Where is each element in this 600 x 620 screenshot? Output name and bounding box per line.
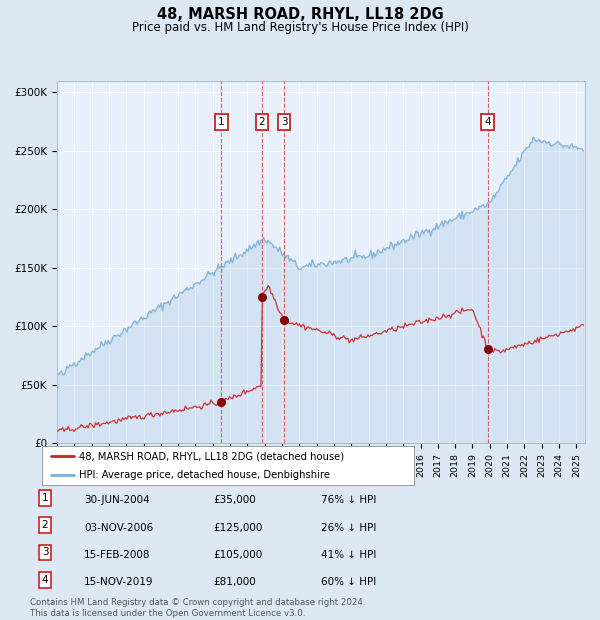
Text: 48, MARSH ROAD, RHYL, LL18 2DG: 48, MARSH ROAD, RHYL, LL18 2DG xyxy=(157,7,443,22)
Text: 03-NOV-2006: 03-NOV-2006 xyxy=(84,523,153,533)
Text: £125,000: £125,000 xyxy=(213,523,262,533)
Text: 15-NOV-2019: 15-NOV-2019 xyxy=(84,577,154,587)
Text: £105,000: £105,000 xyxy=(213,550,262,560)
Text: Price paid vs. HM Land Registry's House Price Index (HPI): Price paid vs. HM Land Registry's House … xyxy=(131,21,469,34)
Text: 48, MARSH ROAD, RHYL, LL18 2DG (detached house): 48, MARSH ROAD, RHYL, LL18 2DG (detached… xyxy=(79,451,344,461)
Text: 1: 1 xyxy=(41,493,49,503)
Text: HPI: Average price, detached house, Denbighshire: HPI: Average price, detached house, Denb… xyxy=(79,470,330,480)
Text: 76% ↓ HPI: 76% ↓ HPI xyxy=(321,495,376,505)
Text: 26% ↓ HPI: 26% ↓ HPI xyxy=(321,523,376,533)
Text: £35,000: £35,000 xyxy=(213,495,256,505)
Text: 4: 4 xyxy=(41,575,49,585)
Text: Contains HM Land Registry data © Crown copyright and database right 2024.
This d: Contains HM Land Registry data © Crown c… xyxy=(30,598,365,618)
Text: 4: 4 xyxy=(484,117,491,127)
Text: 60% ↓ HPI: 60% ↓ HPI xyxy=(321,577,376,587)
Text: 3: 3 xyxy=(281,117,287,127)
Text: 15-FEB-2008: 15-FEB-2008 xyxy=(84,550,151,560)
Text: 2: 2 xyxy=(41,520,49,530)
Text: 3: 3 xyxy=(41,547,49,557)
Text: 41% ↓ HPI: 41% ↓ HPI xyxy=(321,550,376,560)
Text: 30-JUN-2004: 30-JUN-2004 xyxy=(84,495,150,505)
Text: 2: 2 xyxy=(259,117,265,127)
Text: 1: 1 xyxy=(218,117,225,127)
Text: £81,000: £81,000 xyxy=(213,577,256,587)
